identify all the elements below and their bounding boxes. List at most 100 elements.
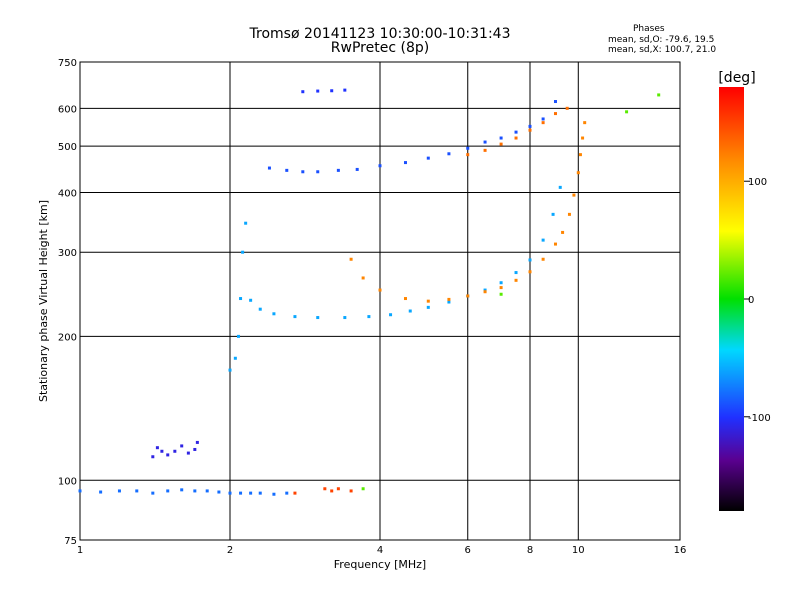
data-points [78, 88, 661, 496]
x-axis-label: Frequency [MHz] [334, 558, 426, 571]
data-point [528, 128, 532, 132]
data-point [316, 170, 320, 174]
data-point [499, 292, 503, 296]
data-point [330, 89, 334, 93]
data-point [186, 451, 190, 455]
x-tick-label: 1 [77, 545, 83, 556]
data-point [249, 298, 253, 302]
data-point [466, 153, 470, 157]
data-point [293, 491, 297, 495]
y-tick-label: 500 [58, 142, 77, 153]
data-point [528, 270, 532, 274]
data-point [367, 315, 371, 319]
y-tick-label: 300 [58, 248, 77, 259]
data-point [553, 242, 557, 246]
data-point [193, 489, 197, 493]
data-point [166, 453, 170, 457]
data-point [403, 297, 407, 301]
chart-subtitle: RwPretec (8p) [330, 40, 430, 56]
x-tick-label: 16 [674, 545, 687, 556]
grid-lines [80, 62, 680, 540]
data-point [293, 315, 297, 319]
data-point [541, 238, 545, 242]
phase-stats-x: mean, sd,X: 100.7, 21.0 [608, 45, 717, 55]
colorbar-ticks: 100 0 -100 [744, 177, 771, 424]
data-point [447, 300, 451, 304]
data-point [528, 258, 532, 262]
data-point [336, 487, 340, 491]
data-point [301, 90, 305, 94]
data-point [166, 489, 170, 493]
colorbar-tick-label: -100 [748, 413, 771, 424]
data-point [323, 487, 327, 491]
y-tick-label: 100 [58, 476, 77, 487]
data-point [258, 491, 262, 495]
data-point [285, 491, 289, 495]
data-point [272, 492, 276, 496]
data-point [561, 230, 565, 234]
data-point [483, 148, 487, 152]
data-point [244, 221, 248, 225]
data-point [553, 112, 557, 116]
data-point [581, 136, 585, 140]
data-point [160, 449, 164, 453]
x-tick-label: 4 [377, 545, 383, 556]
y-tick-label: 75 [64, 536, 77, 547]
data-point [195, 440, 199, 444]
data-point [316, 316, 320, 320]
data-point [466, 146, 470, 150]
data-point [236, 334, 240, 338]
data-point [389, 313, 393, 317]
data-point [180, 444, 184, 448]
data-point [514, 271, 518, 275]
data-point [155, 446, 159, 450]
data-point [499, 286, 503, 290]
data-point [378, 164, 382, 168]
data-point [426, 299, 430, 303]
data-point [466, 294, 470, 298]
data-point [117, 489, 121, 493]
tick-labels: 1 2 4 6 8 10 16 75 100 200 300 400 500 600 750 [58, 58, 686, 556]
data-point [343, 88, 347, 92]
data-point [336, 168, 340, 172]
data-point [541, 257, 545, 261]
data-point [565, 106, 569, 110]
data-point [483, 290, 487, 294]
data-point [258, 307, 262, 311]
colorbar-tick-label: 0 [748, 295, 754, 306]
y-tick-label: 750 [58, 58, 77, 69]
data-point [151, 455, 155, 459]
data-point [78, 489, 82, 493]
y-axis-label: Stationary phase Virtual Height [km] [37, 200, 50, 402]
data-point [657, 93, 661, 97]
phases-heading: Phases [633, 24, 665, 34]
data-point [551, 212, 555, 216]
data-point [249, 491, 253, 495]
data-point [285, 168, 289, 172]
data-point [514, 136, 518, 140]
data-point [316, 89, 320, 93]
data-point [426, 305, 430, 309]
data-point [355, 167, 359, 171]
data-point [135, 489, 139, 493]
data-point [553, 100, 557, 104]
data-point [241, 250, 245, 254]
data-point [205, 489, 209, 493]
data-point [541, 117, 545, 121]
x-tick-label: 8 [527, 545, 533, 556]
data-point [499, 142, 503, 146]
data-point [349, 257, 353, 261]
data-point [233, 356, 237, 360]
data-point [378, 288, 382, 292]
data-point [228, 491, 232, 495]
x-tick-label: 10 [572, 545, 585, 556]
data-point [483, 140, 487, 144]
data-point [361, 487, 365, 491]
y-tick-label: 200 [58, 332, 77, 343]
data-point [301, 170, 305, 174]
data-point [583, 121, 587, 125]
data-point [567, 212, 571, 216]
data-point [514, 278, 518, 282]
data-point [576, 171, 580, 175]
